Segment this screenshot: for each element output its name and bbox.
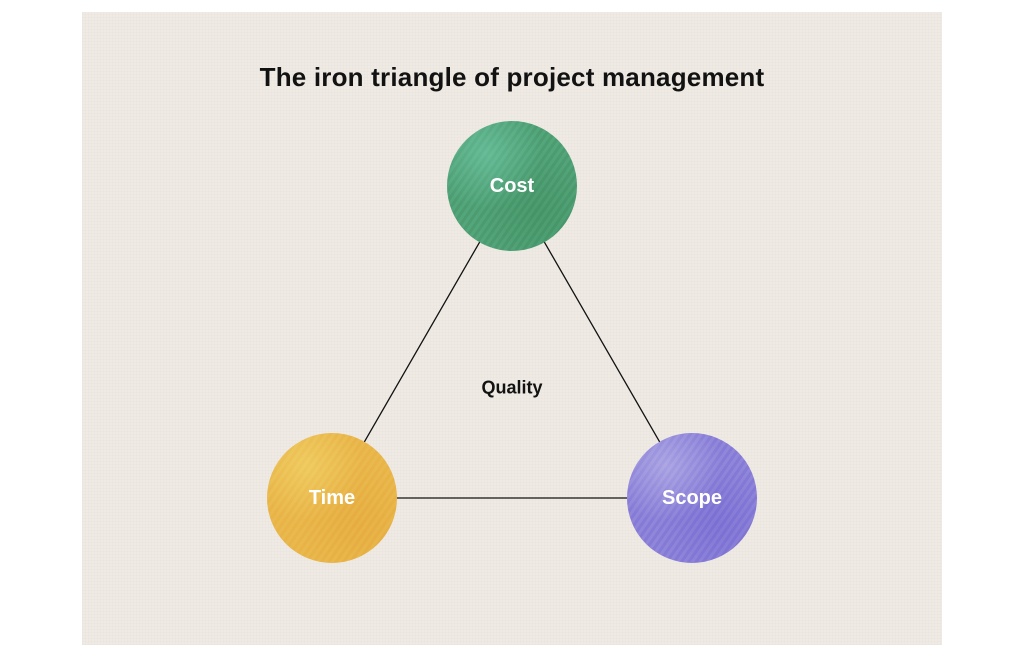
node-cost: Cost — [447, 121, 577, 251]
triangle-edges — [0, 0, 1024, 657]
node-time: Time — [267, 433, 397, 563]
diagram-canvas: The iron triangle of project management … — [0, 0, 1024, 657]
edge-cost-time — [364, 242, 479, 441]
center-label-quality: Quality — [481, 378, 542, 399]
edge-cost-scope — [544, 242, 659, 441]
node-label-cost: Cost — [490, 175, 534, 198]
node-label-time: Time — [309, 487, 355, 510]
node-label-scope: Scope — [662, 487, 722, 510]
node-scope: Scope — [627, 433, 757, 563]
